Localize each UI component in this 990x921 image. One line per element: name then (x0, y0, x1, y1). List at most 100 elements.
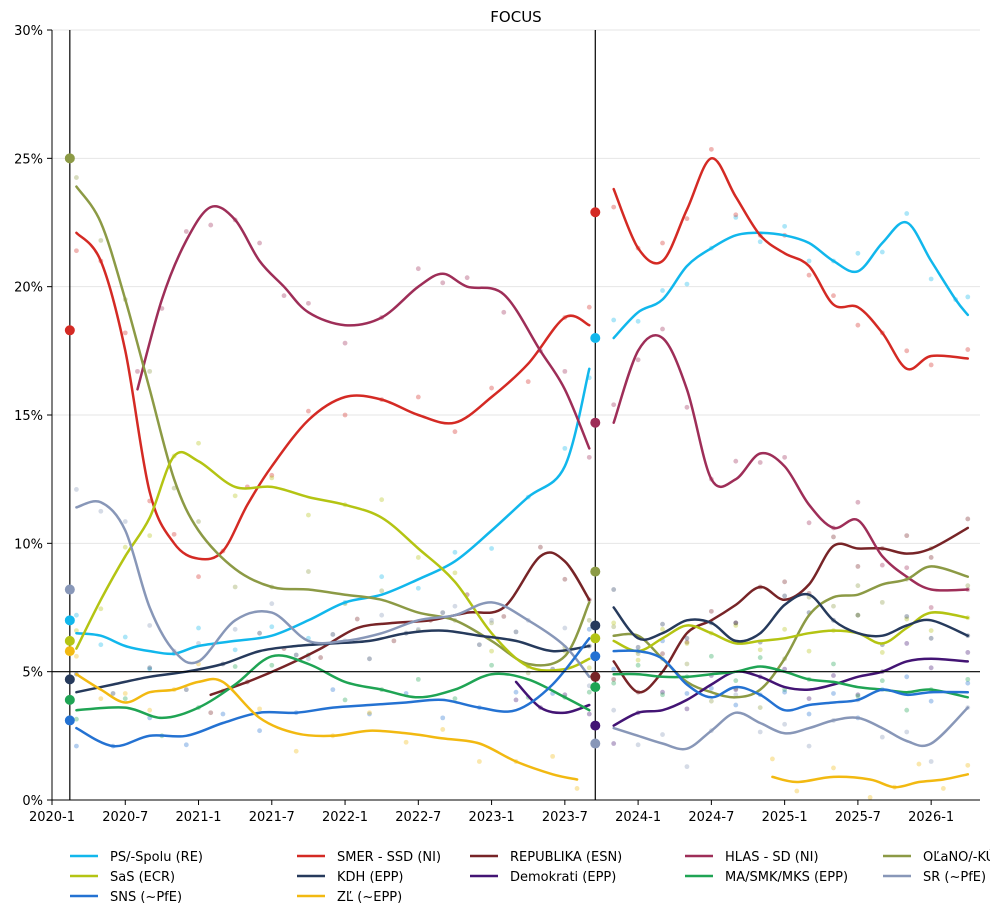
poll-dot (415, 266, 421, 272)
poll-dot (562, 625, 568, 631)
x-tick-label: 2023-7 (542, 810, 588, 825)
poll-dot (586, 304, 592, 310)
poll-dot (74, 612, 79, 618)
poll-dot (855, 250, 861, 256)
poll-dot (855, 499, 861, 505)
poll-dot (855, 583, 861, 589)
poll-dot (855, 612, 861, 618)
poll-dot (476, 642, 482, 648)
trend-line (612, 657, 970, 727)
poll-dot (928, 628, 934, 633)
poll-dot (196, 440, 201, 446)
poll-dot (855, 612, 861, 618)
poll-dot (928, 665, 934, 671)
legend-label: SMER - SSD (NI) (337, 850, 441, 865)
poll-dot (660, 651, 665, 657)
poll-dot (965, 516, 971, 522)
poll-dot (660, 326, 665, 332)
y-tick-label: 10% (14, 537, 43, 552)
poll-dot (904, 348, 910, 354)
trend-line (75, 637, 591, 748)
poll-dot (183, 742, 189, 748)
poll-dot (147, 623, 153, 628)
poll-dot (611, 676, 617, 682)
poll-dot (74, 175, 79, 180)
poll-dot (904, 565, 910, 571)
poll-dot (733, 692, 739, 698)
poll-dot (611, 624, 617, 630)
x-tick-label: 2020-1 (29, 810, 75, 825)
poll-dot (684, 639, 690, 645)
poll-dot (611, 402, 617, 408)
poll-dot (171, 485, 177, 491)
poll-dot (306, 512, 311, 518)
poll-dot (708, 653, 714, 659)
trend-line (75, 672, 579, 781)
poll-dot (208, 222, 214, 228)
poll-dot (257, 240, 262, 246)
poll-dot (928, 605, 934, 610)
poll-dot (501, 309, 507, 315)
election-result-dot (590, 682, 601, 693)
poll-dot (318, 655, 324, 660)
poll-dot (464, 275, 470, 281)
poll-dot (232, 493, 238, 499)
poll-dot (354, 616, 360, 622)
poll-dot (147, 665, 153, 671)
poll-dot (232, 584, 238, 590)
poll-dot (611, 620, 617, 626)
trend-line (612, 334, 970, 592)
poll-dot (733, 214, 739, 220)
poll-dot (806, 696, 812, 702)
election-result-dot (590, 566, 601, 577)
poll-dot (379, 612, 385, 618)
poll-dot (733, 623, 739, 628)
legend-label: SNS (~PfE) (110, 890, 182, 905)
poll-dot (782, 454, 788, 460)
poll-dot (196, 625, 201, 631)
poll-dot (806, 258, 812, 264)
poll-dot (452, 696, 458, 702)
legend: PS/-Spolu (RE) SMER - SSD (NI) REPUBLIKA (… (70, 849, 990, 905)
poll-dot (794, 788, 800, 794)
poll-dot (122, 696, 128, 702)
poll-dot (306, 408, 311, 414)
poll-dot (904, 533, 910, 539)
poll-dot (782, 721, 788, 727)
trend-line (612, 220, 970, 340)
poll-dot (147, 533, 153, 539)
trend-line (612, 526, 970, 694)
poll-dot (586, 626, 592, 632)
poll-dot (586, 689, 592, 695)
poll-dot (257, 630, 262, 636)
poll-dot (965, 762, 971, 768)
poll-dot (183, 229, 189, 234)
poll-dot (379, 574, 385, 580)
poll-dot (489, 648, 494, 654)
poll-dot (904, 641, 910, 646)
election-result-dot (590, 417, 601, 428)
election-result-dot (590, 633, 601, 644)
poll-dot (110, 691, 116, 696)
poll-dot (183, 687, 189, 693)
x-tick-label: 2026-1 (908, 810, 954, 825)
poll-dot (782, 626, 788, 632)
poll-dot (757, 647, 763, 653)
y-tick-label: 15% (14, 409, 43, 424)
poll-dot (232, 664, 238, 669)
election-result-dot (590, 671, 601, 682)
poll-dot (232, 647, 238, 653)
poll-dot (733, 620, 739, 626)
poll-dot (733, 212, 739, 218)
poll-dot (513, 697, 519, 703)
poll-dot (635, 644, 641, 650)
poll-dot (330, 632, 336, 637)
poll-dot (879, 562, 885, 568)
poll-dot (489, 617, 494, 623)
chart-title: FOCUS (490, 8, 541, 26)
poll-dot (965, 294, 971, 300)
poll-dot (782, 223, 788, 229)
poll-dot (257, 706, 262, 712)
x-tick-label: 2025-7 (835, 810, 881, 825)
poll-dot (489, 546, 494, 551)
